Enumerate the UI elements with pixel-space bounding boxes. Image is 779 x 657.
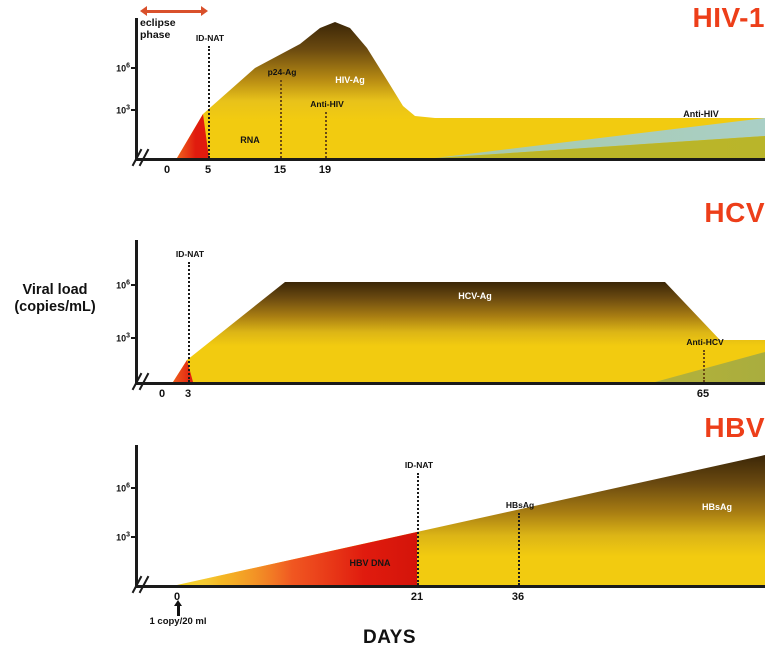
detection-limit-annotation: 1 copy/20 ml: [112, 600, 244, 627]
marker-line-hbv-idnat: ID-NAT: [405, 460, 433, 585]
curve-label-hiv-ag: HIV-Ag: [335, 75, 365, 85]
y-tick-mark-hbv-1: [131, 536, 136, 538]
x-tick-hbv-2: 36: [511, 591, 525, 603]
x-axis-title: DAYS: [362, 627, 417, 648]
marker-label-hiv1-antihiv: Anti-HIV: [310, 99, 344, 109]
y-tick-hcv-0: 106: [116, 279, 130, 291]
panel-hcv: HCV: [0, 195, 779, 410]
marker-line-hiv1-antihiv: Anti-HIV: [310, 99, 344, 158]
y-tick-hbv-0: 106: [116, 482, 130, 494]
y-tick-hiv1-0: 106: [116, 62, 130, 74]
y-axis-title-line2: (copies/mL): [14, 299, 96, 315]
eclipse-phase-annotation: eclipse phase: [140, 6, 208, 41]
curve-label-hcv-ag: HCV-Ag: [458, 291, 492, 301]
hiv-early-red-area: [155, 114, 209, 158]
y-axis-title-line1: Viral load: [22, 282, 88, 298]
x-axis-hbv: [135, 585, 765, 588]
marker-line-hcv-antihcv: Anti-HCV: [686, 337, 724, 382]
panel-title-hbv: HBV: [704, 412, 765, 443]
eclipse-phase-arrow-icon: [140, 6, 208, 16]
panel-hiv1: HIV-1: [0, 0, 779, 195]
x-tick-hbv-0: 0: [173, 591, 181, 603]
eclipse-phase-label-line2: phase: [140, 28, 171, 41]
curve-label-hbv-dna: HBV DNA: [349, 558, 391, 568]
up-arrow-icon: [112, 600, 244, 616]
x-tick-hcv-1: 3: [184, 388, 192, 400]
plot-area-hcv: 106 103 0 3 65 ID-NAT Anti-HCV HCV-Ag: [116, 240, 765, 400]
hiv-rna-area: [155, 22, 765, 158]
y-axis-hiv1: [135, 18, 138, 158]
y-axis-hbv: [135, 445, 138, 585]
x-tick-hiv1-0: 0: [163, 164, 171, 176]
panel-hbv: HBV: [0, 410, 779, 627]
hcv-anti-band: [655, 352, 765, 382]
y-tick-mark-hiv1-1: [131, 109, 136, 111]
curve-label-hbv-hbsag: HBsAg: [701, 502, 733, 512]
marker-line-hiv1-idnat: ID-NAT: [196, 33, 224, 158]
x-tick-hcv-0: 0: [158, 388, 166, 400]
panel-title-hcv: HCV: [704, 197, 765, 228]
x-tick-hbv-1: 21: [410, 591, 424, 603]
x-tick-hiv1-2: 15: [273, 164, 287, 176]
eclipse-phase-label-line1: eclipse: [140, 17, 176, 29]
y-tick-mark-hcv-0: [131, 284, 136, 286]
hbv-early-red-area: [177, 532, 417, 585]
marker-line-hbv-hbsag: HBsAg: [506, 500, 534, 585]
x-axis-hiv1: [135, 158, 765, 161]
x-tick-hcv-2: 65: [696, 388, 710, 400]
y-tick-hbv-1: 103: [116, 531, 130, 543]
marker-label-hcv-idnat: ID-NAT: [175, 249, 205, 259]
y-tick-hcv-1: 103: [116, 332, 130, 344]
x-tick-hiv1-1: 5: [204, 164, 212, 176]
x-axis-hcv: [135, 382, 765, 385]
plot-area-hiv1: 106 103 0 5 15 19 ID-NAT p24-Ag Anti-HIV: [116, 18, 765, 176]
curve-group-hiv1: [155, 22, 765, 158]
y-tick-mark-hcv-1: [131, 337, 136, 339]
hiv-olive-area: [435, 136, 765, 158]
x-tick-hiv1-3: 19: [318, 164, 332, 176]
marker-label-hbv-idnat: ID-NAT: [404, 460, 434, 470]
curve-group-hbv: [177, 455, 765, 585]
y-tick-hiv1-1: 103: [116, 104, 130, 116]
hiv-anti-band: [435, 118, 765, 158]
plot-area-hbv: 106 103 0 21 36 ID-NAT HBsAg HBsAg HBV D…: [116, 445, 765, 603]
marker-line-hiv1-p24ag: p24-Ag: [268, 67, 296, 158]
marker-label-hiv1-p24ag: p24-Ag: [267, 67, 297, 77]
marker-label-hiv1-idnat: ID-NAT: [195, 33, 225, 43]
y-tick-mark-hiv1-0: [131, 67, 136, 69]
hcv-early-red-area: [155, 360, 193, 382]
hbv-dna-area: [177, 455, 765, 585]
hcv-rna-area: [155, 282, 765, 382]
marker-label-hcv-antihcv: Anti-HCV: [686, 337, 724, 347]
marker-line-hcv-idnat: ID-NAT: [176, 249, 204, 382]
marker-label-hbv-hbsag: HBsAg: [505, 500, 535, 510]
curve-group-hcv: [155, 282, 765, 382]
detection-limit-label: 1 copy/20 ml: [149, 616, 207, 627]
curve-label-hiv-rna: RNA: [240, 135, 260, 145]
y-axis-title: Viral load (copies/mL): [0, 282, 110, 316]
y-tick-mark-hbv-0: [131, 487, 136, 489]
y-axis-hcv: [135, 240, 138, 382]
curve-label-hiv-antihiv-band: Anti-HIV: [683, 109, 719, 119]
panel-title-hiv1: HIV-1: [692, 2, 765, 33]
